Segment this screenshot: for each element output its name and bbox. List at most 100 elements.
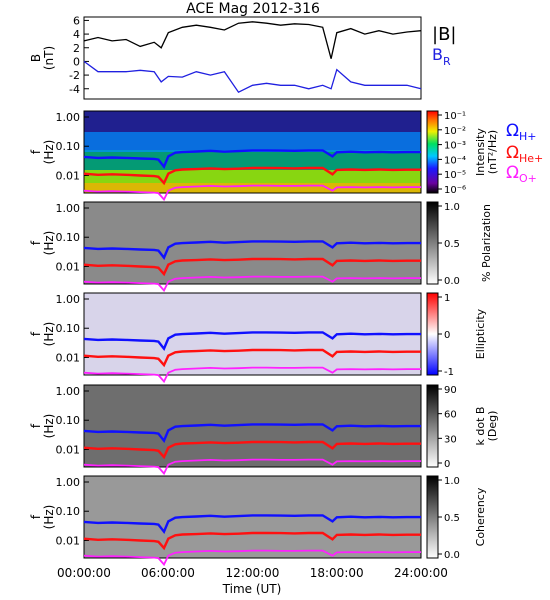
y-axis-label: f [29,514,43,519]
y-tick-label: 0.01 [56,443,81,456]
y-tick-label: 0.01 [56,351,81,364]
curve-omega-he [83,257,421,277]
colorbar-tick-label: 60 [444,410,457,421]
x-tick-label: 00:00:00 [57,566,111,580]
colorbar-tick-label: 1.0 [444,476,460,487]
y-tick-label: 0.10 [56,140,81,153]
curve-omega-he [83,531,421,551]
field-lines [83,21,422,94]
y-tick-label: -2 [69,69,80,82]
x-tick-label: 18:00:00 [310,566,364,580]
curve-omega-h [83,240,421,261]
y-tick-labels: 1.00 0.10 0.01 [56,476,89,547]
x-axis-label: Time (UT) [222,582,282,596]
colorbar-tick-label: 0 [444,330,450,341]
colorbar-tick-label: 0.5 [444,239,460,250]
gyrofrequency-curves [83,331,421,384]
curve-omega-h [83,331,421,352]
y-tick-label: 0.10 [56,414,81,427]
y-tick-labels: 1.00 0.10 0.01 [56,385,89,456]
y-axis-units: (Hz) [42,231,56,256]
y-axis-units: (Hz) [42,505,56,530]
y-axis-label: f [29,240,43,245]
legend-omega-o-sub: O+ [519,172,537,185]
y-axis-label: B [29,54,43,62]
curve-omega-o [83,366,421,384]
colorbar-tick-label: 90 [444,385,457,396]
colorbar-label: Intensity [474,128,487,176]
y-tick-label: 0.10 [56,231,81,244]
panel-polarization: 1.00 0.10 0.01 f (Hz) 1.0 0.5 0.0 % Polariza… [29,201,493,293]
series-line-b-r [83,60,422,94]
colorbar-tick-label: 10⁻¹ [444,111,466,122]
y-tick-label: 2 [73,42,80,55]
legend-omega-h-symbol: Ω [506,121,519,141]
colorbar-tick-label: 0 [444,459,450,470]
y-axis-units: (Hz) [42,414,56,439]
panel-k-dot-b: 1.00 0.10 0.01 f (Hz) 90 60 30 0 k dot B (Deg… [29,384,499,476]
legend-b-total: |B| [432,24,456,45]
y-tick-label: 0.10 [56,505,81,518]
y-tick-label: 1.00 [56,385,81,398]
colorbar-label: Coherency [474,487,487,546]
curve-omega-o [83,458,421,476]
y-tick-label: 1.00 [56,476,81,489]
curve-omega-h [83,514,421,535]
colorbar [426,384,439,468]
gyrofrequency-curves [83,514,421,567]
colorbar-tick-label: 0.5 [444,513,460,524]
colorbar-tick-label: 10⁻³ [444,141,466,152]
colorbar [426,475,439,559]
y-axis-units: (Hz) [42,140,56,165]
panel-ellipticity: 1.00 0.10 0.01 f (Hz) 1 0 -1 Ellipticity [29,292,487,384]
x-tick-label: 12:00:00 [226,566,280,580]
legend-omega-h: ΩH+ [506,121,537,143]
curve-omega-he [83,440,421,460]
y-tick-label: 6 [73,14,80,27]
curve-omega-h [83,423,421,444]
legend-omega-he-sub: He+ [519,152,543,165]
legend-b-r: BR [432,45,451,68]
y-tick-labels: 1.00 0.10 0.01 [56,293,89,364]
legend-omega-o-symbol: Ω [506,163,519,183]
y-axis-label: f [29,149,43,154]
colorbar-label: Ellipticity [474,308,487,359]
colorbar-tick-label: 30 [444,434,457,445]
y-tick-label: 1.00 [56,293,81,306]
colorbar-units: (nT²/Hz) [486,130,499,174]
y-tick-label: 0.01 [56,534,81,547]
colorbar-label: k dot B [474,407,487,446]
series-line-b-total [83,21,422,59]
colorbar-tick-label: 10⁻⁴ [444,155,466,166]
colorbar-tick-label: 0.0 [444,550,460,561]
curve-omega-he [83,348,421,368]
y-tick-label: 1.00 [56,111,81,124]
y-tick-label: 0 [73,55,80,68]
y-axis-label: f [29,331,43,336]
y-axis-label: f [29,423,43,428]
colorbar-tick-label: 1.0 [444,202,460,213]
panel-coherency: 1.00 0.10 0.01 f (Hz) 1.0 0.5 0.0 Coherency [29,475,487,567]
colorbar-tick-label: 10⁻² [444,126,466,137]
colorbar-ticks: 10⁻¹ 10⁻² 10⁻³ 10⁻⁴ 10⁻⁵ 10⁻⁶ [438,111,466,196]
colorbar [426,110,439,194]
y-tick-labels: 1.00 0.10 0.01 [56,111,89,182]
curve-omega-h [83,149,421,170]
y-tick-labels: 1.00 0.10 0.01 [56,202,89,273]
colorbar-ticks: 1 0 -1 [438,293,454,378]
legend-b-r-main: B [432,45,443,64]
y-tick-label: 0.01 [56,260,81,273]
y-tick-label: 0.01 [56,169,81,182]
colorbar [426,201,439,285]
y-axis-units: (nT) [42,46,56,70]
curve-omega-o [83,549,421,567]
colorbar-label: % Polarization [480,204,493,282]
spectrum-band-low-freq [84,183,421,193]
colorbar-tick-label: 10⁻⁶ [444,185,466,196]
colorbar-ticks: 1.0 0.5 0.0 [438,476,460,561]
y-tick-label: 1.00 [56,202,81,215]
spectrum-band-upper [84,132,421,152]
colorbar-tick-label: 10⁻⁵ [444,170,466,181]
